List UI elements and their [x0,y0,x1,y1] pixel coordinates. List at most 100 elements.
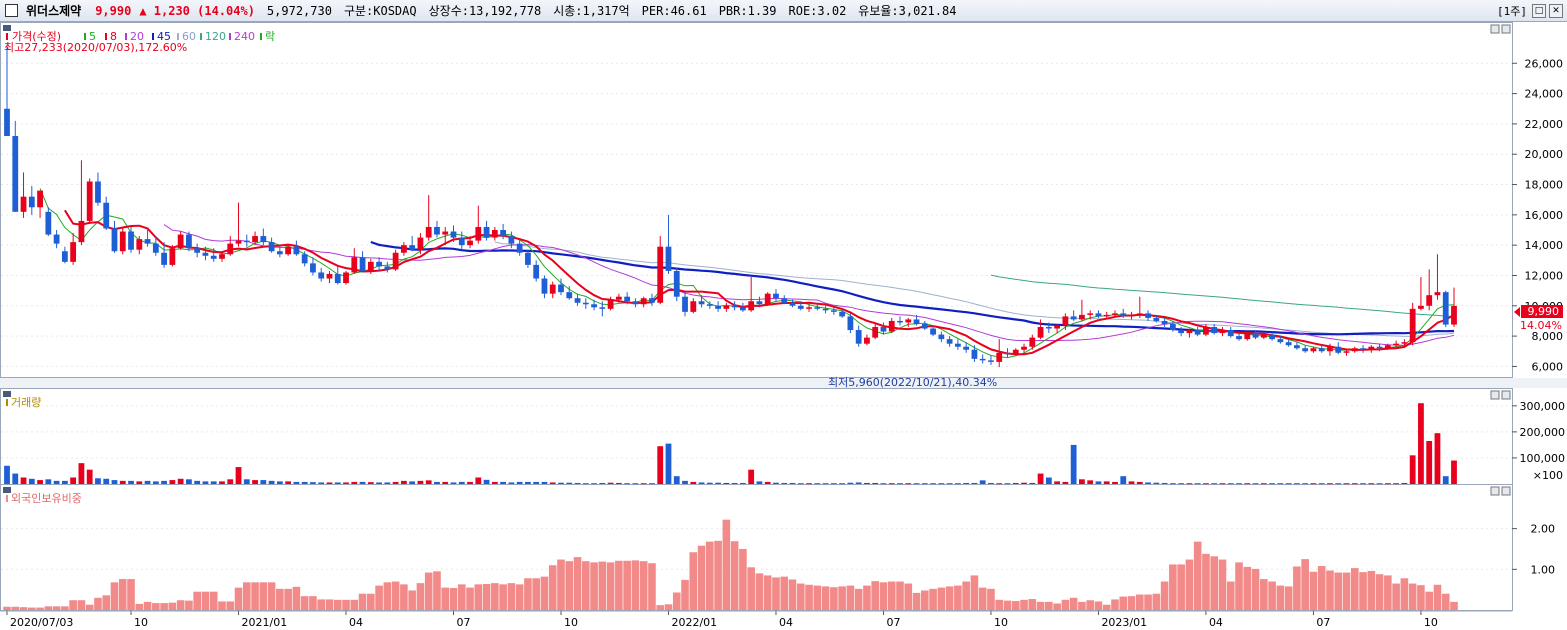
candle-body [1169,323,1176,331]
volume-bar [640,483,647,485]
candle-body [839,311,846,317]
volume-bar [37,480,43,484]
volume-bar [1376,483,1383,485]
volume-bar [1244,483,1251,485]
candle-body [434,226,440,235]
candle-body [285,246,292,255]
foreign-bar [970,575,979,610]
foreign-bar [706,541,714,610]
foreign-bar [474,584,483,610]
price-close-button[interactable] [1501,24,1511,34]
foreign-bar [1268,581,1276,610]
foreign-bar [573,557,582,610]
foreign-bar [598,561,607,610]
foreign-bar [565,561,574,610]
foreign-bar [689,552,698,610]
candle-body [872,327,879,338]
period-selector[interactable]: [1주] [1497,5,1527,18]
candle-body [582,302,589,305]
close-button[interactable]: ✕ [1549,4,1563,18]
foreign-bar [1384,575,1392,610]
panel-splitter[interactable] [0,378,1567,388]
volume-bar [864,482,870,484]
candle-body [177,234,184,249]
foreign-bar [1011,601,1020,610]
foreign-close-button[interactable] [1501,486,1511,496]
volume-close-button[interactable] [1501,390,1511,400]
volume-bar [789,482,796,484]
volume-bar [1087,480,1094,484]
volume-bar [227,479,234,484]
legend-ma120: 120 [205,30,226,43]
candle-body [144,239,151,244]
volume-panel-icon[interactable] [3,391,11,397]
volume-bar [673,476,680,484]
volume-minimize-button[interactable] [1490,390,1500,400]
foreign-bar [201,591,210,610]
high-note: 최고27,233(2020/07/03),172.60% [4,41,187,54]
foreign-bar [284,588,292,610]
volume-bars [4,403,1457,485]
volume-bar [293,481,300,484]
candle-body [971,349,978,359]
foreign-bar [1078,601,1086,610]
stock-chart[interactable]: 26,000 24,000 22,000 20,000 18,000 16,000 14,0… [0,22,1567,630]
foreign-bar [1425,591,1433,610]
foreign-bar [912,592,921,610]
legend-ma45: 45 [157,30,171,43]
volume-bar [1178,483,1185,485]
foreign-bar [449,588,458,610]
panel-icon[interactable] [3,25,11,31]
candle-body [1004,352,1011,355]
candle-body [748,301,755,311]
volume-bar [1161,482,1168,484]
foreign-bar [152,603,160,610]
volume-bar [1145,482,1151,484]
volume-bar [1136,481,1143,484]
foreign-bar [772,577,780,610]
candle-body [855,330,862,344]
candle-body [864,337,870,344]
foreign-minimize-button[interactable] [1490,486,1500,496]
candle-body [1285,342,1292,346]
foreign-bar [185,600,193,610]
candle-body [1095,313,1102,317]
volume-bar [1054,481,1061,484]
foreign-bar [1367,570,1376,610]
volume-bar [1169,483,1176,485]
volume-bar [1029,482,1036,484]
foreign-bar [367,593,375,610]
candle-body [632,301,639,305]
price-minimize-button[interactable] [1490,24,1500,34]
foreign-panel-icon[interactable] [3,487,11,493]
candle-body [161,252,167,265]
volume-bar [359,481,366,484]
volume-bar [351,481,358,484]
volume-bar [111,480,118,484]
volume-bar [525,481,531,484]
foreign-title: 외국인보유비중 [11,492,82,505]
candle-body [260,236,267,243]
volume-bar [715,482,721,484]
foreign-bar [648,563,656,610]
foreign-bar [342,599,350,610]
foreign-bar [954,585,962,610]
foreign-bar [1210,556,1219,610]
foreign-bar [176,600,185,610]
candle-body [921,323,928,329]
restore-button[interactable]: □ [1532,4,1546,18]
volume-bar [1434,433,1441,484]
foreign-bar [36,607,44,610]
foreign-bar [515,584,524,610]
foreign-bar [987,588,995,610]
foreign-bar [755,573,764,610]
candle-body [1236,336,1242,340]
legend-ma60: 60 [182,30,196,43]
foreign-bar [1160,581,1169,610]
foreign-bar [143,601,152,610]
volume-bar [4,465,10,484]
foreign-bar [788,579,797,610]
candle-body [359,257,366,271]
select-checkbox[interactable] [5,4,18,17]
candle-body [235,240,242,244]
